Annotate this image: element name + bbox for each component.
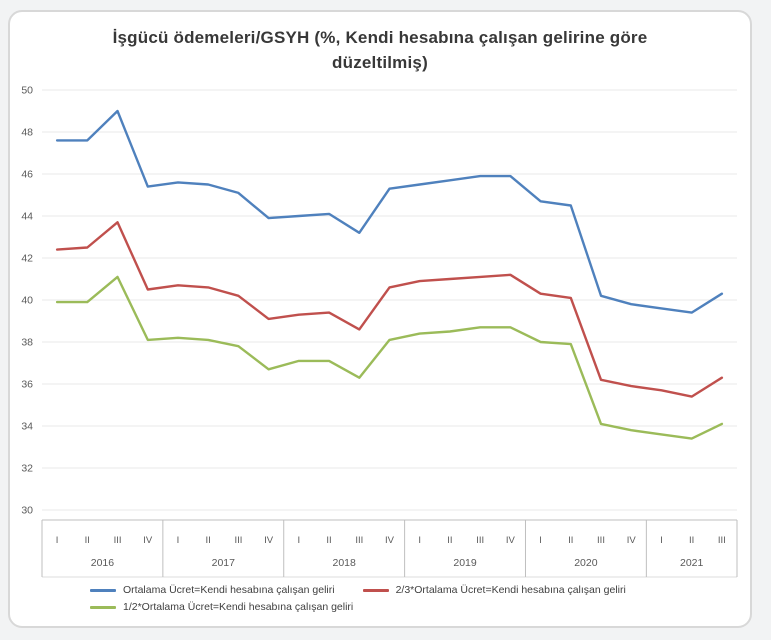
y-axis-tick-label: 50	[21, 85, 33, 97]
quarter-tick-label: III	[355, 535, 363, 546]
quarter-tick-label: II	[85, 535, 90, 546]
year-tick-label: 2019	[453, 557, 477, 569]
quarter-tick-label: IV	[143, 535, 153, 546]
legend-line-marker	[362, 588, 389, 592]
y-axis-tick-label: 36	[21, 379, 33, 391]
quarter-tick-label: II	[447, 535, 452, 546]
chart-legend: Ortalama Ücret=Kendi hesabına çalışan ge…	[10, 584, 750, 613]
y-axis-tick-label: 48	[21, 127, 33, 139]
quarter-tick-label: II	[568, 535, 573, 546]
quarter-tick-label: I	[539, 535, 542, 546]
y-axis-tick-label: 38	[21, 337, 33, 349]
year-tick-label: 2017	[212, 557, 236, 569]
series-line-1	[55, 221, 724, 399]
legend-item: 1/2*Ortalama Ücret=Kendi hesabına çalışa…	[90, 601, 353, 613]
quarter-tick-label: IV	[385, 535, 395, 546]
quarter-tick-label: III	[114, 535, 122, 546]
series-line-0	[55, 110, 724, 315]
series-line-2	[55, 275, 724, 441]
legend-line-marker	[90, 588, 116, 592]
year-tick-label: 2020	[574, 557, 598, 569]
quarter-tick-label: I	[56, 535, 59, 546]
quarter-tick-label: III	[234, 535, 242, 546]
quarter-tick-label: I	[177, 535, 180, 546]
y-axis-tick-label: 34	[21, 421, 33, 433]
legend-label: 1/2*Ortalama Ücret=Kendi hesabına çalışa…	[123, 601, 354, 614]
quarter-tick-label: II	[326, 535, 331, 546]
legend-label: Ortalama Ücret=Kendi hesabına çalışan ge…	[123, 584, 335, 597]
legend-item: Ortalama Ücret=Kendi hesabına çalışan ge…	[90, 584, 335, 596]
quarter-tick-label: III	[597, 535, 605, 546]
quarter-tick-label: IV	[506, 535, 516, 546]
legend-row: Ortalama Ücret=Kendi hesabına çalışan ge…	[90, 584, 750, 596]
year-tick-label: 2021	[680, 557, 704, 569]
quarter-tick-label: I	[298, 535, 301, 546]
y-axis-tick-label: 30	[21, 505, 33, 517]
legend-label: 2/3*Ortalama Ücret=Kendi hesabına çalışa…	[395, 584, 626, 597]
y-axis-tick-label: 40	[21, 295, 33, 307]
quarter-tick-label: IV	[264, 535, 274, 546]
legend-row: 1/2*Ortalama Ücret=Kendi hesabına çalışa…	[90, 601, 750, 613]
y-axis-tick-label: 42	[21, 253, 33, 265]
y-axis-tick-label: 32	[21, 463, 33, 475]
quarter-tick-label: III	[476, 535, 484, 546]
legend-line-marker	[90, 605, 116, 609]
chart-title: İşgücü ödemeleri/GSYH (%, Kendi hesabına…	[112, 28, 648, 72]
year-tick-label: 2016	[91, 557, 115, 569]
y-axis-tick-label: 46	[21, 169, 33, 181]
quarter-tick-label: I	[418, 535, 421, 546]
quarter-tick-label: IV	[627, 535, 637, 546]
legend-item: 2/3*Ortalama Ücret=Kendi hesabına çalışa…	[362, 584, 626, 597]
quarter-tick-label: II	[689, 535, 694, 546]
quarter-tick-label: I	[660, 535, 663, 546]
quarter-tick-label: III	[718, 535, 726, 546]
year-tick-label: 2018	[332, 557, 356, 569]
y-axis-tick-label: 44	[21, 211, 33, 223]
quarter-tick-label: II	[206, 535, 211, 546]
chart-card: İşgücü ödemeleri/GSYH (%, Kendi hesabına…	[8, 10, 752, 628]
